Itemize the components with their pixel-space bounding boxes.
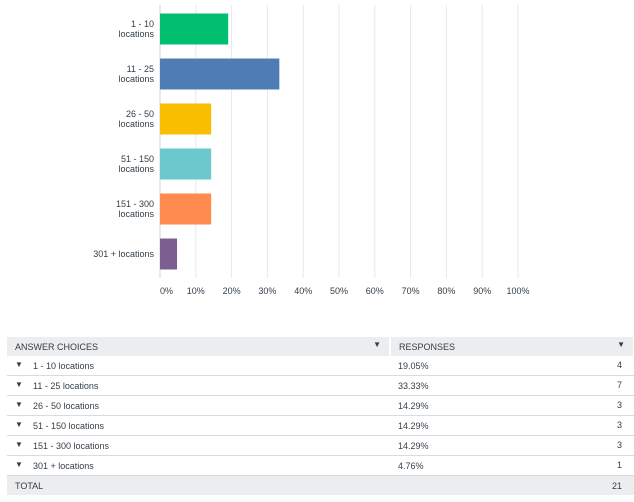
- response-count: 1: [616, 460, 622, 470]
- total-value: 21: [390, 475, 634, 495]
- header-responses[interactable]: RESPONSES ▼: [390, 337, 634, 356]
- total-label: TOTAL: [7, 475, 390, 495]
- x-tick-label: 90%: [473, 286, 491, 296]
- expand-caret-icon[interactable]: ▼: [15, 420, 23, 429]
- expand-caret-icon[interactable]: ▼: [15, 360, 23, 369]
- answer-choice-cell: ▼ 301 + locations: [7, 455, 390, 476]
- category-label: 1 - 10: [131, 19, 154, 29]
- x-axis-ticks: 0% 10% 20% 30% 40% 50% 60% 70% 80% 90% 100%: [160, 286, 530, 296]
- answer-choice-label: 1 - 10 locations: [33, 360, 95, 371]
- table-body: ▼ 1 - 10 locations 19.05% 4 ▼ 11 - 25 locatio…: [7, 356, 634, 495]
- x-tick-label: 20%: [223, 286, 241, 296]
- table-header-row: ANSWER CHOICES ▼ RESPONSES ▼: [7, 337, 634, 356]
- category-label: locations: [118, 164, 154, 174]
- response-cell: 19.05% 4: [390, 356, 634, 376]
- response-cell: 14.29% 3: [390, 395, 634, 416]
- bar[interactable]: [160, 193, 212, 225]
- category-label: 26 - 50: [126, 109, 154, 119]
- answer-choice-label: 301 + locations: [33, 460, 94, 471]
- table-row: ▼ 26 - 50 locations 14.29% 3: [7, 395, 634, 416]
- x-tick-label: 10%: [187, 286, 205, 296]
- table-row: ▼ 11 - 25 locations 33.33% 7: [7, 375, 634, 396]
- response-percent: 14.29%: [398, 440, 429, 451]
- response-count: 4: [616, 360, 622, 370]
- response-cell: 14.29% 3: [390, 435, 634, 456]
- category-label: 51 - 150: [121, 154, 154, 164]
- response-count: 7: [616, 380, 622, 390]
- category-label: locations: [118, 74, 154, 84]
- response-percent: 14.29%: [398, 420, 429, 431]
- category-label: 11 - 25: [127, 64, 154, 74]
- answer-choice-cell: ▼ 11 - 25 locations: [7, 375, 390, 396]
- answer-choice-label: 151 - 300 locations: [33, 440, 110, 451]
- category-label: locations: [118, 29, 154, 39]
- bar[interactable]: [160, 238, 178, 270]
- sort-caret-icon[interactable]: ▼: [373, 340, 381, 349]
- response-count: 3: [616, 400, 622, 410]
- x-tick-label: 0%: [160, 286, 173, 296]
- x-tick-label: 50%: [330, 286, 348, 296]
- bar[interactable]: [160, 148, 212, 180]
- answer-choice-label: 11 - 25 locations: [33, 380, 99, 391]
- x-tick-label: 70%: [402, 286, 420, 296]
- table-row: ▼ 51 - 150 locations 14.29% 3: [7, 415, 634, 436]
- bar[interactable]: [160, 103, 212, 135]
- response-cell: 4.76% 1: [390, 455, 634, 476]
- results-table: ANSWER CHOICES ▼ RESPONSES ▼ ▼ 1 - 10 loc…: [7, 337, 634, 495]
- expand-caret-icon[interactable]: ▼: [15, 460, 23, 469]
- bar[interactable]: [160, 58, 280, 90]
- header-answer-choices[interactable]: ANSWER CHOICES ▼: [7, 337, 391, 356]
- x-tick-label: 80%: [437, 286, 455, 296]
- response-percent: 4.76%: [398, 460, 424, 471]
- answer-choice-cell: ▼ 26 - 50 locations: [7, 395, 390, 416]
- response-cell: 14.29% 3: [390, 415, 634, 436]
- answer-choice-cell: ▼ 51 - 150 locations: [7, 415, 390, 436]
- x-tick-label: 40%: [294, 286, 312, 296]
- chart-grid: [159, 5, 519, 278]
- response-percent: 14.29%: [398, 400, 429, 411]
- category-label: 301 + locations: [93, 249, 154, 259]
- table-row: ▼ 151 - 300 locations 14.29% 3: [7, 435, 634, 456]
- header-responses-label: RESPONSES: [399, 341, 456, 352]
- response-percent: 33.33%: [398, 380, 429, 391]
- total-row: TOTAL 21: [7, 475, 634, 495]
- x-tick-label: 100%: [506, 286, 529, 296]
- answer-choice-label: 51 - 150 locations: [33, 420, 105, 431]
- response-cell: 33.33% 7: [390, 375, 634, 396]
- response-count: 3: [616, 440, 622, 450]
- x-tick-label: 60%: [366, 286, 384, 296]
- x-tick-label: 30%: [258, 286, 276, 296]
- expand-caret-icon[interactable]: ▼: [15, 400, 23, 409]
- table-row: ▼ 1 - 10 locations 19.05% 4: [7, 356, 634, 376]
- chart-bars: [160, 13, 280, 270]
- expand-caret-icon[interactable]: ▼: [15, 380, 23, 389]
- sort-caret-icon[interactable]: ▼: [617, 340, 625, 349]
- response-percent: 19.05%: [398, 360, 429, 371]
- answer-choice-label: 26 - 50 locations: [33, 400, 100, 411]
- header-answer-choices-label: ANSWER CHOICES: [15, 341, 99, 352]
- expand-caret-icon[interactable]: ▼: [15, 440, 23, 449]
- answer-choice-cell: ▼ 151 - 300 locations: [7, 435, 390, 456]
- table-row: ▼ 301 + locations 4.76% 1: [7, 455, 634, 476]
- category-label: locations: [118, 119, 154, 129]
- answer-choice-cell: ▼ 1 - 10 locations: [7, 356, 390, 376]
- category-label: locations: [118, 209, 154, 219]
- response-count: 3: [616, 420, 622, 430]
- category-label: 151 - 300: [116, 199, 154, 209]
- bar[interactable]: [160, 13, 229, 45]
